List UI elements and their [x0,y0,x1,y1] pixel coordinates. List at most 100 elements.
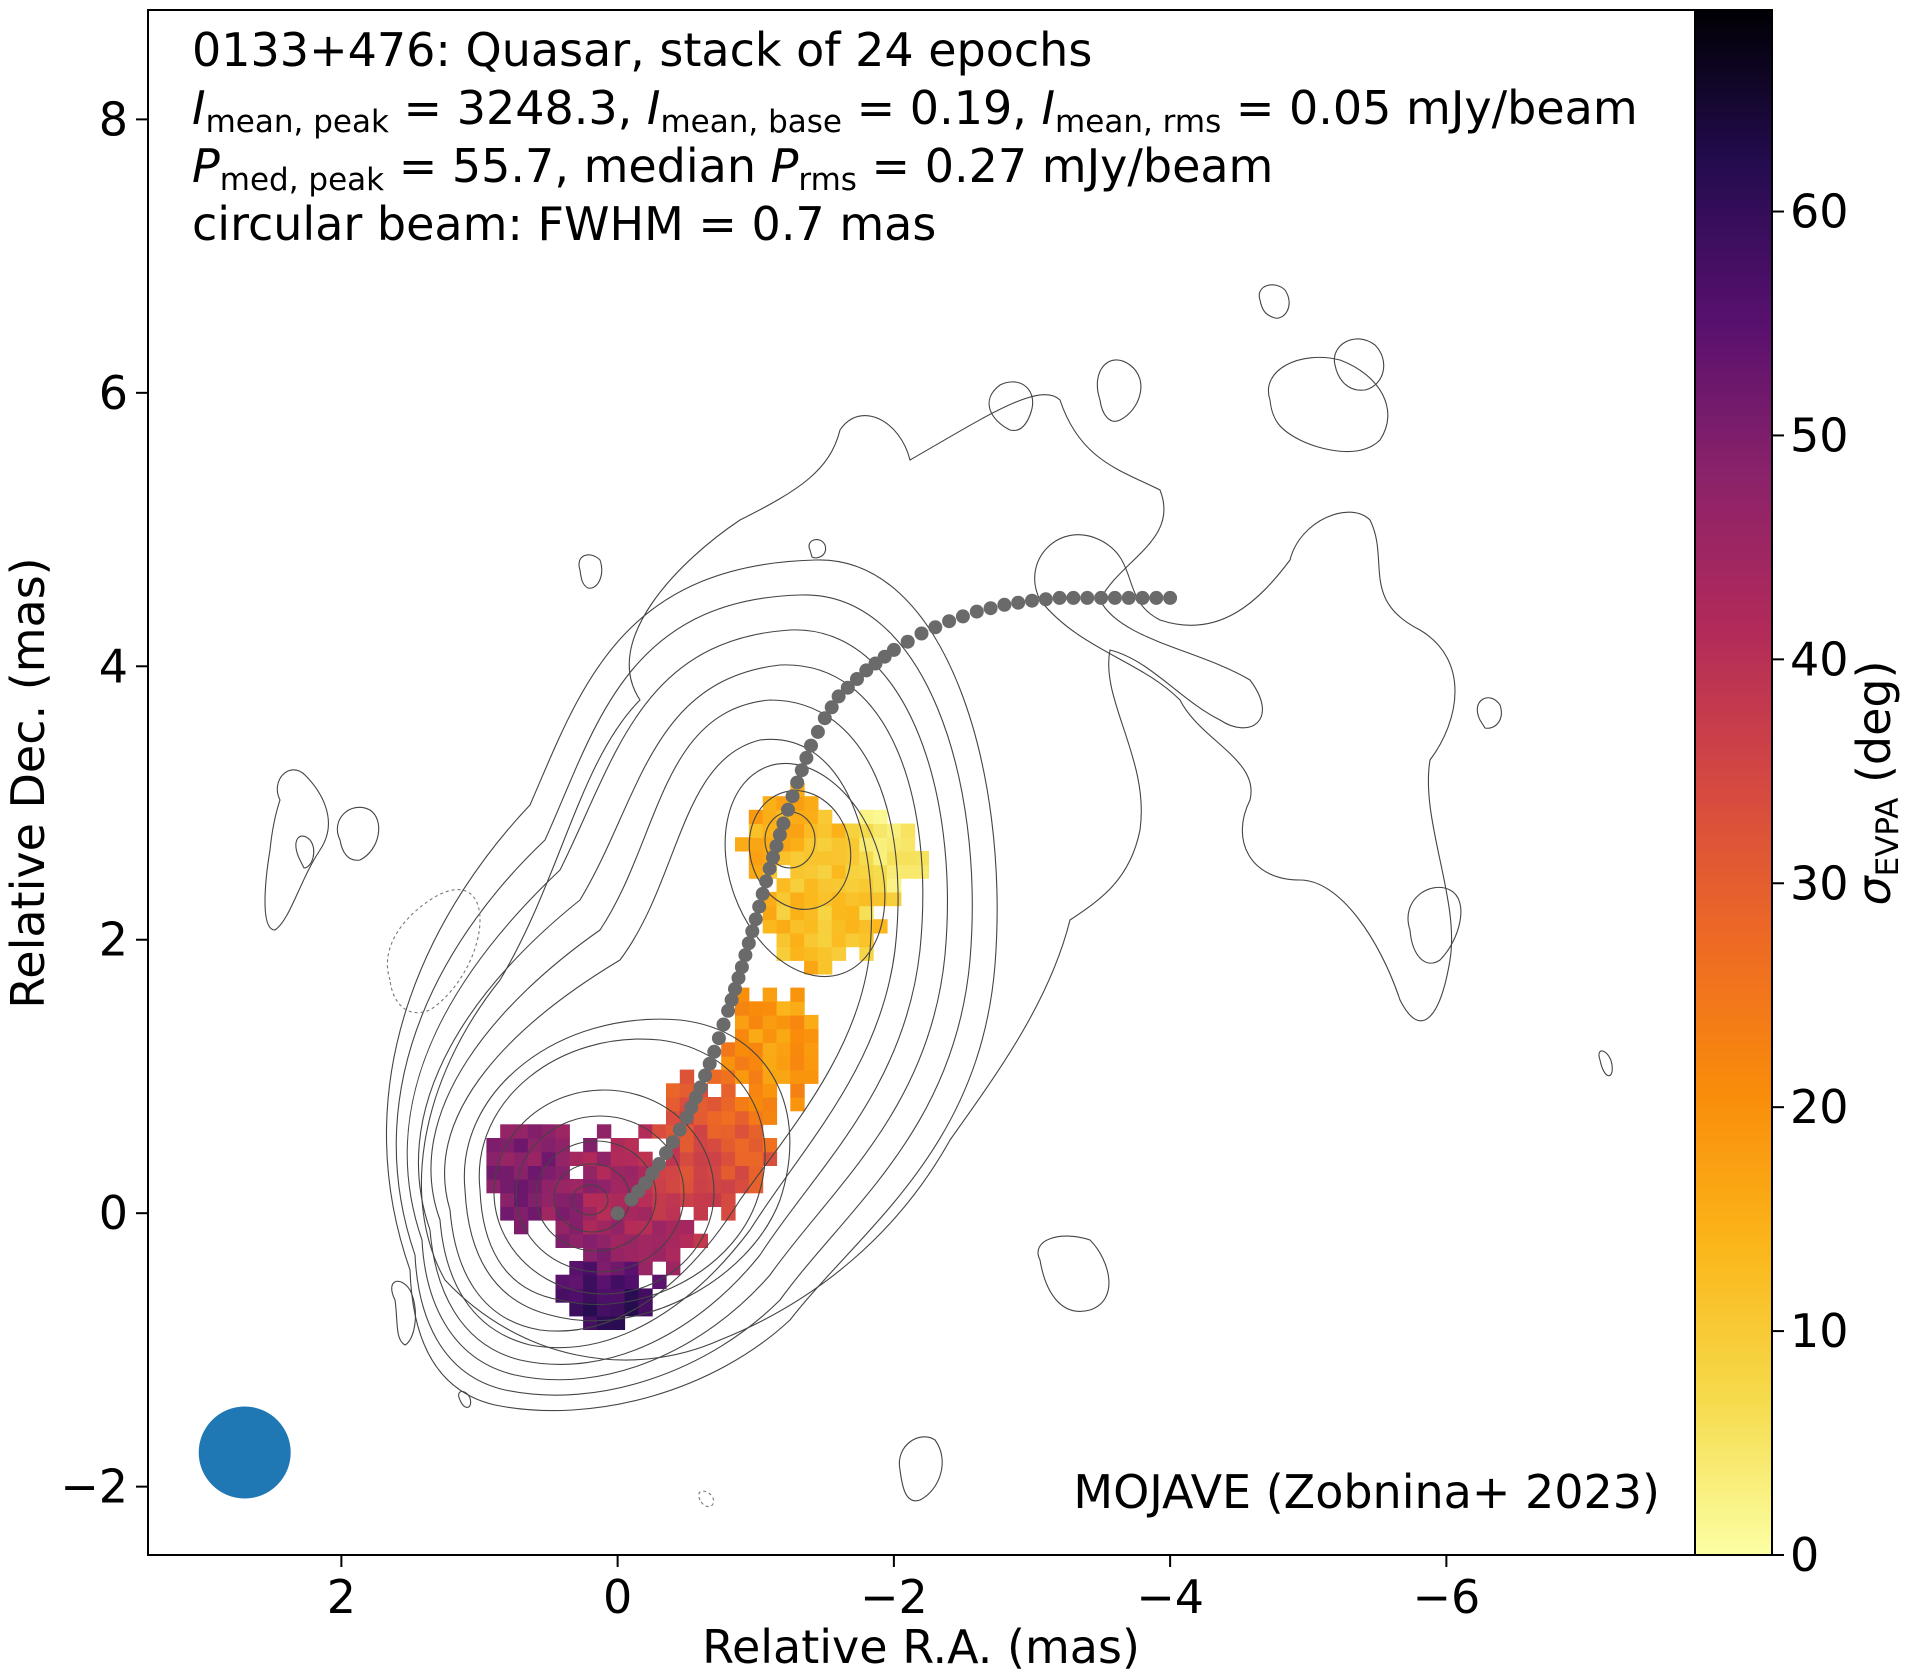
sigma-evpa-pixel [555,1288,570,1303]
sigma-evpa-pixel [817,905,833,920]
sigma-evpa-pixel [555,1192,570,1207]
sigma-evpa-pixel [804,809,819,825]
sigma-evpa-pixel [652,1124,667,1139]
sigma-evpa-pixel [693,1110,708,1125]
sigma-evpa-pixel [707,1192,722,1207]
ridgeline-point [610,1206,625,1221]
sigma-evpa-pixel [748,823,764,838]
sigma-evpa-pixel [804,946,819,961]
sigma-evpa-pixel [735,1151,750,1166]
colorbar-gradient [1694,9,1773,1556]
contour-patch-4 [336,806,380,861]
contour-core-3 [535,1140,657,1252]
sigma-evpa-pixel [721,1179,736,1194]
sigma-evpa-pixel [831,919,847,934]
value-p-peak: = 55.7, median [384,139,771,193]
sigma-evpa-pixel [859,823,874,838]
sigma-evpa-pixel [666,1220,681,1235]
contour-knot-2 [748,790,852,910]
sigma-evpa-pixel [721,1056,736,1071]
sigma-evpa-pixel [693,1151,708,1166]
plot-area [198,284,1613,1508]
sigma-evpa-pixel [638,1206,653,1221]
sub-mean-rms: mean, rms [1055,104,1221,140]
annotation-line-1: 0133+476: Quasar, stack of 24 epochs [192,23,1092,77]
sigma-evpa-pixel [845,837,860,852]
sigma-evpa-pixel [583,1151,598,1166]
sigma-evpa-pixel [707,1165,722,1180]
ridgeline-point [914,626,929,641]
sigma-evpa-pixel [790,878,805,893]
colorbar-symbol: σ [1847,875,1901,906]
sigma-evpa-pixel [845,919,860,934]
sigma-evpa-pixel [514,1179,529,1194]
ridgeline-point [824,700,839,715]
sigma-evpa-pixel [790,919,805,934]
sigma-evpa-pixel [679,1233,695,1248]
sigma-evpa-pixel [721,1124,736,1139]
sigma-evpa-pixel [527,1192,543,1207]
sigma-evpa-pixel [610,1302,626,1317]
sigma-evpa-pixel [776,1028,791,1043]
sigma-evpa-pixel [610,1247,626,1262]
sigma-evpa-pixel [873,850,888,866]
sigma-evpa-pixel [776,850,791,866]
sigma-evpa-pixel [527,1165,543,1180]
contour-nw-blob-1 [1096,359,1142,422]
sigma-evpa-pixel [845,932,860,948]
ridgeline-point [707,1044,722,1059]
sigma-evpa-pixel [666,1261,681,1276]
ridgeline-point [748,912,763,927]
total-intensity-contours [264,284,1613,1508]
sigma-evpa-pixel [817,809,833,825]
ridgeline-point [698,1068,713,1083]
sigma-evpa-pixel [776,1014,791,1030]
ridgeline-point [645,1166,660,1181]
contour-jet-5 [395,594,973,1396]
sigma-evpa-pixel [610,1233,626,1248]
sigma-evpa-pixel [569,1206,584,1221]
ridgeline-point [850,672,864,686]
ridgeline-point [831,689,846,704]
ridgeline-point [794,763,809,778]
sigma-evpa-pixel [873,919,888,934]
sigma-evpa-pixel [541,1151,557,1166]
sigma-evpa-pixel [679,1151,695,1166]
ridgeline-point [734,960,749,975]
sigma-evpa-pixel [790,1097,805,1112]
sigma-evpa-pixel [748,1083,764,1098]
sigma-evpa-pixel [804,919,819,934]
sigma-evpa-pixel [500,1124,515,1139]
ridgeline-point [716,1017,731,1032]
ridgeline-point [817,711,832,726]
sigma-evpa-pixel [569,1233,584,1248]
sigma-evpa-pixel [666,1165,681,1180]
sigma-evpa-pixel [859,809,874,825]
contour-nw-blob-5 [1476,697,1502,729]
sigma-evpa-pixel [845,878,860,893]
x-tick-label: −4 [1136,1570,1204,1624]
sigma-evpa-pixel [748,1165,764,1180]
sigma-evpa-pixel [817,837,833,852]
ridgeline-point [762,861,777,876]
ridgeline-point [1025,593,1039,608]
sigma-evpa-pixel [790,987,805,1002]
sigma-evpa-pixel [541,1179,557,1194]
sigma-evpa-pixel [610,1274,626,1289]
y-tick-label: 2 [99,913,128,967]
sigma-evpa-pixel [762,1042,778,1057]
sigma-evpa-pixel [776,1056,791,1071]
ridgeline-point [790,775,805,790]
sigma-evpa-pixel [817,932,833,948]
y-tick-label: 8 [99,92,128,146]
sigma-evpa-pixel [748,1138,764,1153]
sigma-evpa-pixel [748,1110,764,1125]
value-base: = 0.19, [842,81,1041,135]
sigma-evpa-pixel [500,1179,515,1194]
ridgeline-point [1107,590,1122,605]
sigma-evpa-pixel [859,878,874,893]
ridgeline-point [631,1184,646,1199]
sigma-evpa-pixel [555,1220,570,1235]
ridgeline-point [1094,590,1109,605]
ridgeline-point [900,634,915,649]
